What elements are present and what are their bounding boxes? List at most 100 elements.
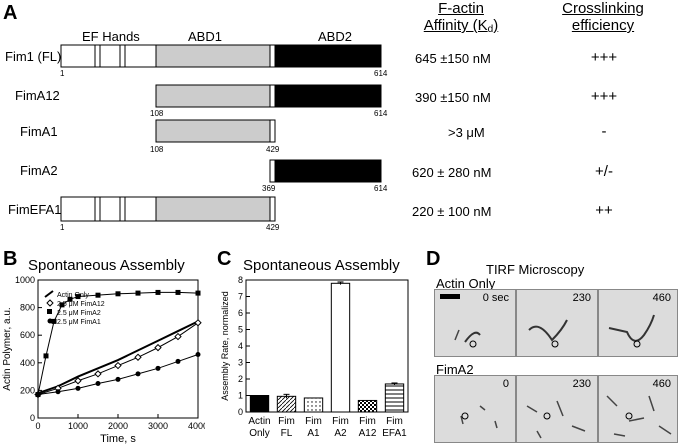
bar bbox=[249, 395, 270, 413]
y-tick-label: 400 bbox=[20, 358, 35, 368]
data-point bbox=[135, 371, 141, 377]
filament-image bbox=[608, 314, 655, 348]
category-label: Actin bbox=[248, 416, 270, 427]
category-label: Fim bbox=[332, 416, 349, 427]
filament-image bbox=[526, 400, 586, 439]
x-axis-label: Time, s bbox=[100, 433, 136, 445]
data-point bbox=[195, 290, 201, 296]
time-stamp: 0 bbox=[502, 378, 509, 390]
legend-marker bbox=[47, 309, 52, 314]
category-label: Fim bbox=[386, 416, 403, 427]
category-label: A1 bbox=[307, 428, 320, 439]
data-point bbox=[175, 289, 181, 295]
bar bbox=[384, 383, 405, 413]
construct-bar-fima1 bbox=[155, 119, 276, 143]
tirf-image: 230 bbox=[516, 289, 598, 357]
legend-label: 2.5 μM FimA12 bbox=[57, 301, 105, 308]
affinity-value: 390 ±150 nM bbox=[415, 90, 491, 105]
crosslink-value: +++ bbox=[590, 88, 618, 105]
crosslink-header-line1: Crosslinking bbox=[562, 0, 644, 17]
construct-bar-fima2 bbox=[269, 159, 382, 183]
bar bbox=[330, 282, 351, 413]
y-tick-label: 7 bbox=[238, 292, 243, 302]
data-point bbox=[115, 376, 121, 382]
data-point bbox=[94, 370, 102, 378]
affinity-value: 620 ± 280 nM bbox=[412, 165, 492, 180]
y-tick-label: 5 bbox=[238, 325, 243, 335]
crosslink-value: - bbox=[601, 123, 607, 140]
category-label: A2 bbox=[334, 428, 347, 439]
x-tick-label: 3000 bbox=[148, 421, 168, 431]
data-point bbox=[135, 290, 141, 296]
filament-image bbox=[528, 319, 568, 348]
series-line bbox=[37, 291, 199, 395]
filament-image bbox=[606, 395, 672, 437]
data-point bbox=[154, 343, 162, 352]
time-stamp: 460 bbox=[652, 292, 671, 304]
time-stamp: 460 bbox=[652, 378, 671, 390]
legend-label: Actin Only bbox=[57, 292, 89, 299]
tirf-image: 460 bbox=[598, 289, 678, 357]
crosslink-header-line2: efficiency bbox=[571, 17, 635, 34]
affinity-value: 645 ±150 nM bbox=[415, 51, 491, 66]
construct-name-fima1: FimA1 bbox=[20, 124, 58, 139]
residue-start: 108 bbox=[150, 145, 164, 154]
crosslink-header: Crosslinking efficiency bbox=[548, 0, 658, 34]
y-axis-label: Assembly Rate, normalized bbox=[220, 291, 230, 401]
residue-start: 1 bbox=[60, 223, 65, 232]
y-tick-label: 0 bbox=[238, 407, 243, 417]
row-label-fima2: FimA2 bbox=[436, 362, 474, 377]
crosslink-value: +/- bbox=[595, 163, 613, 180]
time-stamp: 230 bbox=[572, 292, 591, 304]
data-point bbox=[115, 291, 121, 297]
legend-marker bbox=[47, 318, 53, 324]
construct-name-fimefa1: FimEFA1 bbox=[8, 202, 62, 217]
data-point bbox=[175, 358, 181, 364]
data-point bbox=[43, 353, 49, 359]
construct-name-fima12: FimA12 bbox=[15, 88, 60, 103]
tirf-image: 0 sec bbox=[434, 289, 516, 357]
panel-c-title: Spontaneous Assembly bbox=[243, 257, 400, 274]
y-tick-label: 600 bbox=[20, 330, 35, 340]
residue-end: 429 bbox=[266, 223, 280, 232]
x-tick-label: 0 bbox=[35, 421, 40, 431]
legend-label: 2.5 μM FimA1 bbox=[57, 319, 101, 326]
data-point bbox=[55, 389, 61, 395]
category-label: Fim bbox=[305, 416, 322, 427]
residue-start: 369 bbox=[262, 184, 276, 193]
data-point bbox=[195, 352, 201, 358]
construct-name-fim1: Fim1 (FL) bbox=[5, 49, 62, 64]
y-tick-label: 1 bbox=[238, 391, 243, 401]
category-label: FL bbox=[281, 428, 293, 439]
affinity-header-line2: Affinity (Kd) bbox=[423, 17, 499, 35]
residue-end: 429 bbox=[266, 145, 280, 154]
panel-c-letter: C bbox=[217, 248, 232, 270]
data-point bbox=[67, 296, 73, 302]
residue-start: 108 bbox=[150, 109, 164, 118]
x-tick-label: 4000 bbox=[188, 421, 205, 431]
affinity-header: F-actin Affinity (Kd) bbox=[406, 0, 516, 38]
assembly-rate-bar-chart: 0 1 2 3 4 5 6 7 8 Assembly Rate, normalized ActinO… bbox=[220, 275, 409, 439]
data-point bbox=[155, 289, 161, 295]
category-label: Fim bbox=[359, 416, 376, 427]
assembly-time-course-chart: 0 200 400 600 800 1000 0 1000 2000 3000 4000 Time, … bbox=[2, 275, 205, 445]
series-line bbox=[37, 320, 199, 395]
tirf-image: 230 bbox=[516, 375, 598, 443]
legend-label: 2.5 μM FimA2 bbox=[57, 310, 101, 317]
data-point bbox=[35, 392, 41, 398]
time-stamp: 230 bbox=[572, 378, 591, 390]
category-label: Only bbox=[249, 428, 270, 439]
y-tick-label: 1000 bbox=[15, 275, 35, 285]
tirf-image: 0 bbox=[434, 375, 516, 443]
y-tick-label: 0 bbox=[30, 413, 35, 423]
panel-d-letter: D bbox=[426, 248, 441, 270]
x-tick-label: 1000 bbox=[68, 421, 88, 431]
legend-marker bbox=[46, 299, 54, 307]
construct-bar-fim1 bbox=[60, 44, 382, 68]
y-tick-label: 8 bbox=[238, 275, 243, 285]
panel-d-title: TIRF Microscopy bbox=[486, 262, 585, 277]
y-axis-label: Actin Polymer, a.u. bbox=[2, 307, 13, 390]
x-tick-label: 2000 bbox=[108, 421, 128, 431]
filament-image bbox=[460, 405, 498, 429]
y-tick-label: 3 bbox=[238, 358, 243, 368]
